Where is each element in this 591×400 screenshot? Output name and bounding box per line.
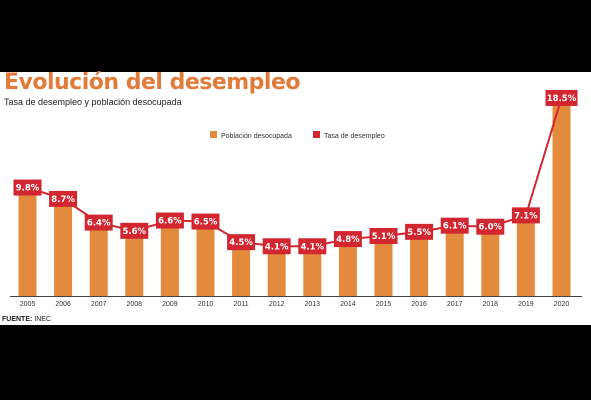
rate-label-box: [155, 212, 184, 229]
x-tick-label: 2007: [91, 301, 107, 308]
bar: [54, 206, 73, 296]
rate-label-box: [298, 238, 327, 255]
legend: Población desocupada Tasa de desempleo: [210, 131, 385, 140]
legend-swatch: [313, 131, 320, 138]
rate-label-box: [511, 207, 540, 224]
rate-label: 7.1%: [514, 211, 538, 221]
rate-label-box: [405, 223, 434, 240]
bar: [196, 229, 215, 296]
rate-label-box: [120, 222, 149, 239]
rate-label: 6.5%: [194, 218, 218, 228]
chart-title: Evolución del desempleo: [4, 70, 301, 95]
rate-label-box: [13, 179, 42, 196]
x-tick-label: 2017: [447, 301, 463, 308]
x-axis-ticks: 2005 2006 2007 2008 2009 2010 2011 2012 2013 2014…: [20, 301, 570, 308]
rate-label-box: [84, 214, 113, 231]
bar-series: [18, 105, 571, 296]
chart-subtitle: Tasa de desempleo y población desocupada: [4, 97, 182, 107]
x-tick-label: 2009: [162, 301, 178, 308]
x-tick-label: 2013: [305, 301, 321, 308]
bar: [232, 249, 251, 296]
rate-label-box: [191, 213, 220, 230]
bar: [410, 239, 429, 296]
rate-label: 4.8%: [336, 235, 360, 245]
x-tick-label: 2019: [518, 301, 534, 308]
rate-label-box: [545, 89, 578, 106]
rate-label: 4.1%: [301, 242, 325, 252]
bar: [18, 195, 37, 296]
rate-label: 5.5%: [407, 228, 431, 238]
rate-series: 9.8% 8.7% 6.4% 5.6% 6.6% 6.5% 4.5% 4.1% 4.1% 4.8%…: [13, 89, 578, 255]
rate-label: 5.6%: [123, 227, 147, 237]
rate-label: 4.1%: [265, 242, 289, 252]
bar: [267, 253, 286, 296]
rate-label: 4.5%: [229, 238, 253, 248]
bar: [445, 233, 464, 296]
rate-label: 8.7%: [51, 195, 75, 205]
bar: [552, 105, 571, 296]
x-tick-label: 2016: [411, 301, 427, 308]
source-value: INEC: [32, 316, 52, 323]
rate-label: 6.4%: [87, 219, 111, 229]
rate-label: 6.6%: [158, 217, 182, 227]
x-tick-label: 2010: [198, 301, 214, 308]
rate-label: 9.8%: [16, 184, 40, 194]
bar: [516, 222, 535, 296]
bar: [481, 234, 500, 296]
rate-line: [27, 97, 563, 248]
rate-label-box: [49, 190, 78, 207]
legend-label: Tasa de desempleo: [324, 133, 385, 140]
rate-label: 6.1%: [443, 222, 467, 232]
x-tick-label: 2006: [55, 301, 71, 308]
rate-label-box: [369, 227, 398, 244]
rate-label-box: [476, 218, 505, 235]
legend-label: Población desocupada: [221, 133, 292, 140]
bar: [89, 230, 108, 296]
x-tick-label: 2020: [554, 301, 570, 308]
x-tick-label: 2014: [340, 301, 356, 308]
source-note: FUENTE: INEC: [2, 316, 51, 323]
x-tick-label: 2012: [269, 301, 285, 308]
rate-label-box: [440, 217, 469, 234]
x-tick-label: 2015: [376, 301, 392, 308]
bar: [374, 243, 393, 296]
rate-label-box: [262, 238, 291, 255]
rate-label-box: [227, 234, 256, 251]
bar: [160, 228, 179, 296]
rate-label: 5.1%: [372, 232, 396, 242]
source-label: FUENTE:: [2, 316, 33, 323]
bar: [303, 253, 322, 296]
bar: [125, 238, 144, 296]
bar: [338, 246, 357, 296]
x-tick-label: 2008: [127, 301, 143, 308]
x-tick-label: 2018: [483, 301, 499, 308]
rate-label-box: [333, 231, 362, 248]
x-tick-label: 2005: [20, 301, 36, 308]
legend-swatch: [210, 131, 217, 138]
x-tick-label: 2011: [234, 301, 249, 308]
rate-label: 6.0%: [479, 223, 503, 233]
rate-label: 18.5%: [547, 94, 577, 104]
